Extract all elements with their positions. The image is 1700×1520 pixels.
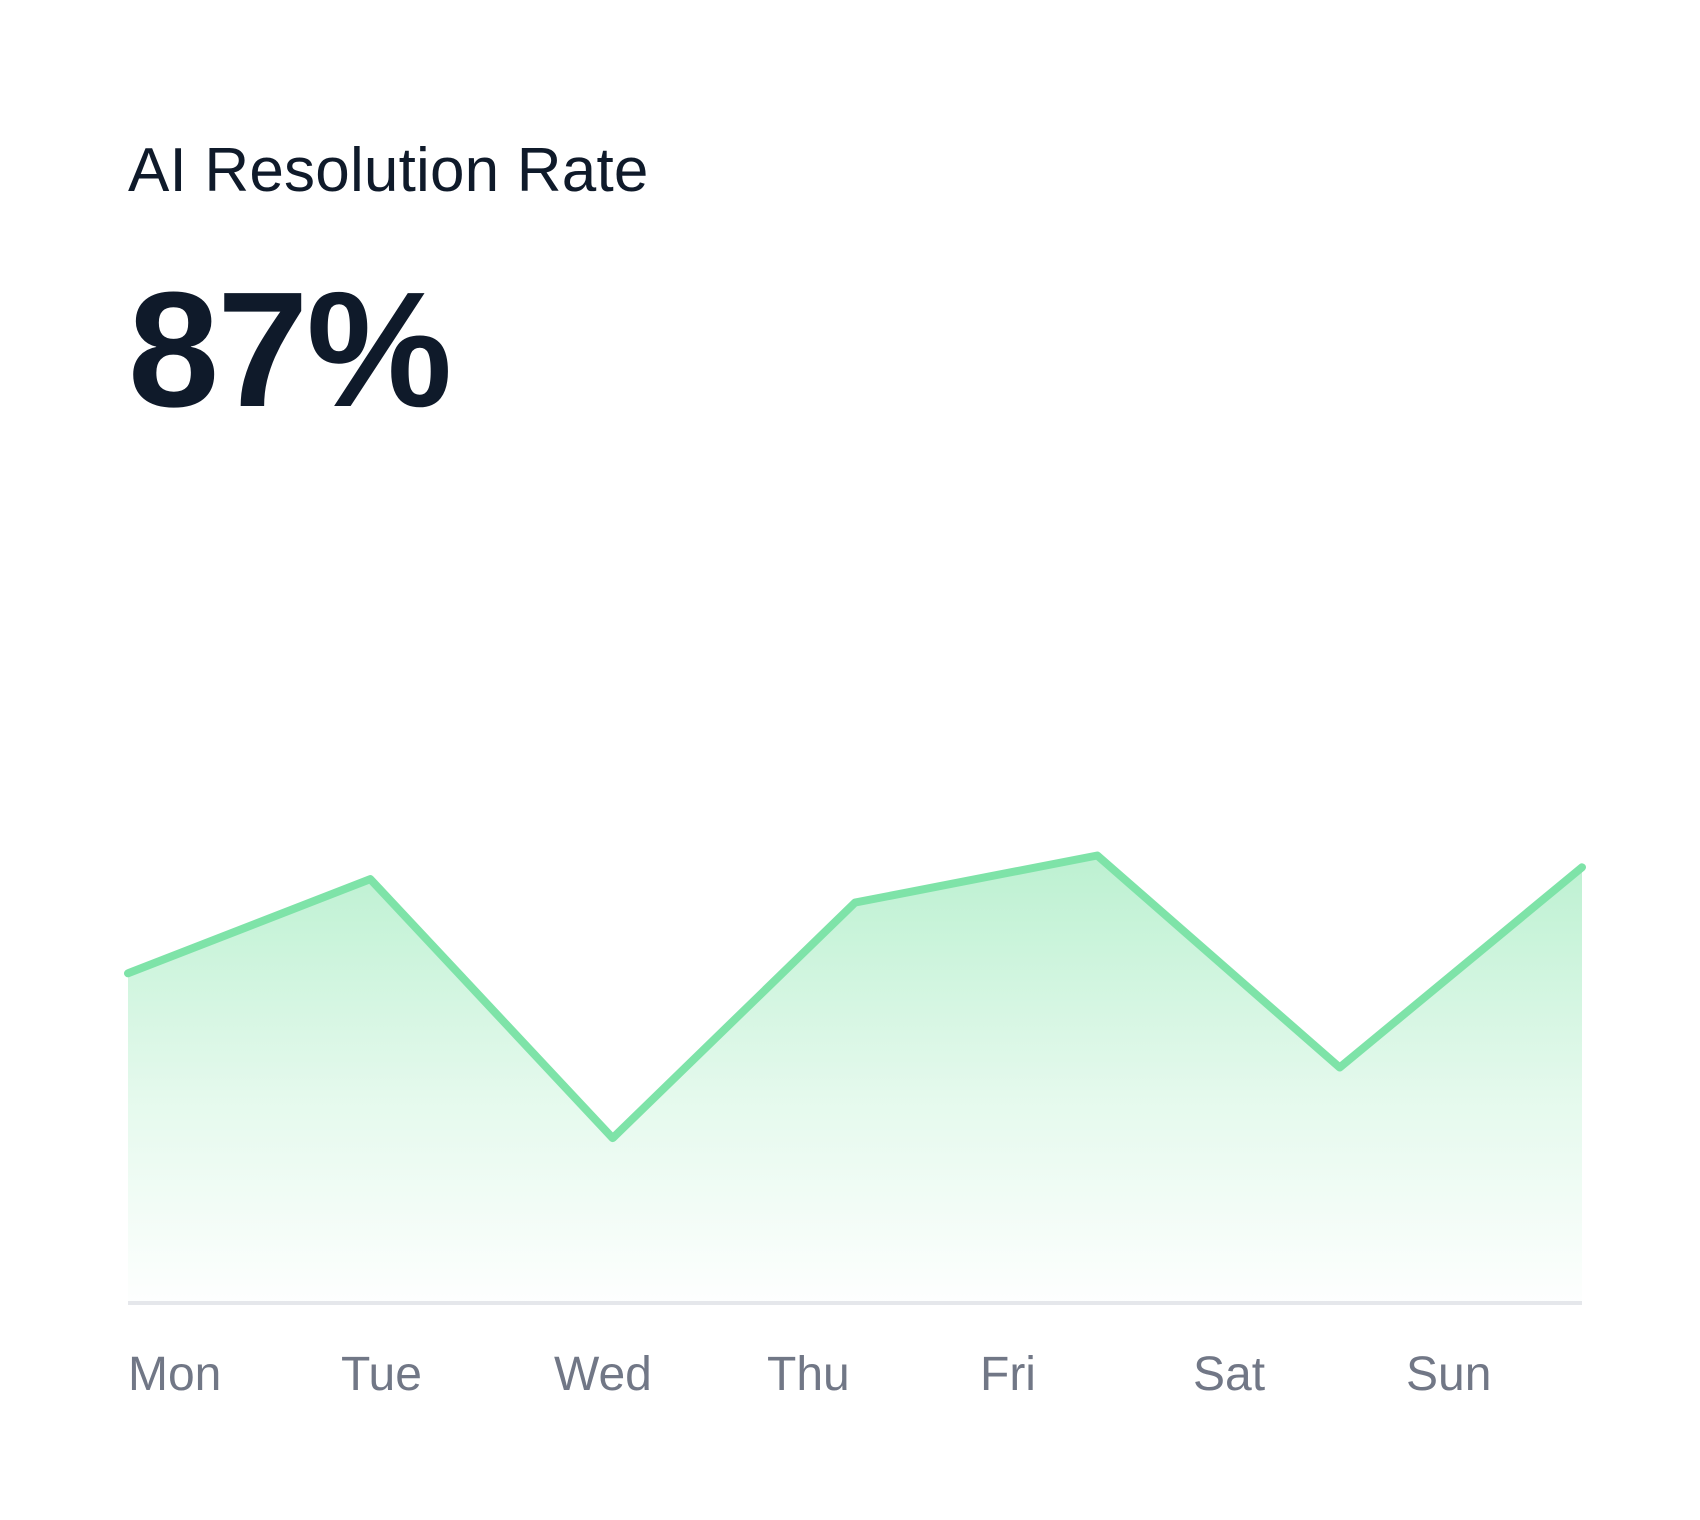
metric-value: 87% xyxy=(128,258,452,441)
x-tick-label-mon: Mon xyxy=(128,1348,221,1401)
metric-title: AI Resolution Rate xyxy=(128,136,649,205)
x-tick-label-wed: Wed xyxy=(554,1348,652,1401)
area-fill xyxy=(128,855,1582,1303)
x-tick-label-sat: Sat xyxy=(1193,1348,1265,1401)
x-axis-labels: Mon Tue Wed Thu Fri Sat Sun xyxy=(128,1348,1491,1401)
x-tick-label-fri: Fri xyxy=(980,1348,1036,1401)
x-tick-label-sun: Sun xyxy=(1406,1348,1491,1401)
x-tick-label-thu: Thu xyxy=(767,1348,850,1401)
series-line xyxy=(124,851,1586,1143)
x-tick-label-tue: Tue xyxy=(341,1348,422,1401)
